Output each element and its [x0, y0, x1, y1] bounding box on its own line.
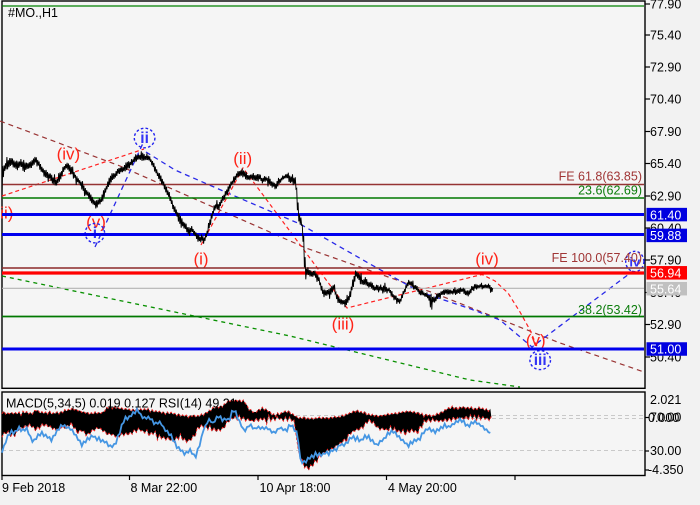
- svg-text:#MO.,H1: #MO.,H1: [8, 6, 58, 20]
- svg-text:67.90: 67.90: [650, 125, 681, 139]
- svg-text:23.6(62.69): 23.6(62.69): [578, 184, 642, 198]
- svg-text:56.94: 56.94: [650, 267, 681, 281]
- svg-text:72.90: 72.90: [650, 61, 681, 75]
- svg-text:70.00: 70.00: [650, 411, 681, 425]
- svg-text:4 May 20:00: 4 May 20:00: [388, 481, 457, 495]
- svg-text:(iv): (iv): [57, 145, 81, 164]
- svg-text:59.88: 59.88: [650, 229, 681, 243]
- svg-text:iii: iii: [534, 352, 547, 369]
- svg-text:62.90: 62.90: [650, 190, 681, 204]
- svg-text:(ii): (ii): [233, 149, 252, 168]
- svg-text:9 Feb 2018: 9 Feb 2018: [2, 481, 65, 495]
- svg-text:-4.350: -4.350: [648, 463, 683, 477]
- svg-text:2.021: 2.021: [650, 393, 681, 407]
- svg-text:52.90: 52.90: [650, 318, 681, 332]
- svg-text:38.2(53.42): 38.2(53.42): [578, 303, 642, 317]
- svg-text:61.40: 61.40: [650, 208, 681, 222]
- svg-text:51.00: 51.00: [650, 343, 681, 357]
- svg-text:iv: iv: [629, 255, 641, 270]
- svg-text:(v): (v): [526, 331, 546, 350]
- svg-text:65.40: 65.40: [650, 157, 681, 171]
- svg-text:MACD(5,34,5) 0.019 0.127 RSI(1: MACD(5,34,5) 0.019 0.127 RSI(14) 49.21: [6, 397, 237, 411]
- svg-text:75.40: 75.40: [650, 29, 681, 43]
- svg-text:ii: ii: [140, 130, 149, 147]
- svg-text:70.40: 70.40: [650, 93, 681, 107]
- svg-text:30.00: 30.00: [650, 444, 681, 458]
- svg-text:57.90: 57.90: [650, 254, 681, 268]
- svg-text:8 Mar 22:00: 8 Mar 22:00: [131, 481, 198, 495]
- svg-text:FE 61.8(63.85): FE 61.8(63.85): [559, 170, 642, 184]
- svg-text:(iv): (iv): [475, 250, 499, 269]
- svg-text:(iii): (iii): [332, 315, 355, 334]
- svg-text:FE 100.0(57.40): FE 100.0(57.40): [552, 251, 642, 265]
- svg-text:10 Apr 18:00: 10 Apr 18:00: [260, 481, 331, 495]
- svg-text:55.64: 55.64: [650, 282, 681, 296]
- svg-text:(i): (i): [193, 250, 208, 269]
- svg-text:0.000: 0.000: [648, 411, 679, 425]
- svg-text:(v): (v): [86, 213, 106, 232]
- svg-text:77.90: 77.90: [650, 0, 681, 12]
